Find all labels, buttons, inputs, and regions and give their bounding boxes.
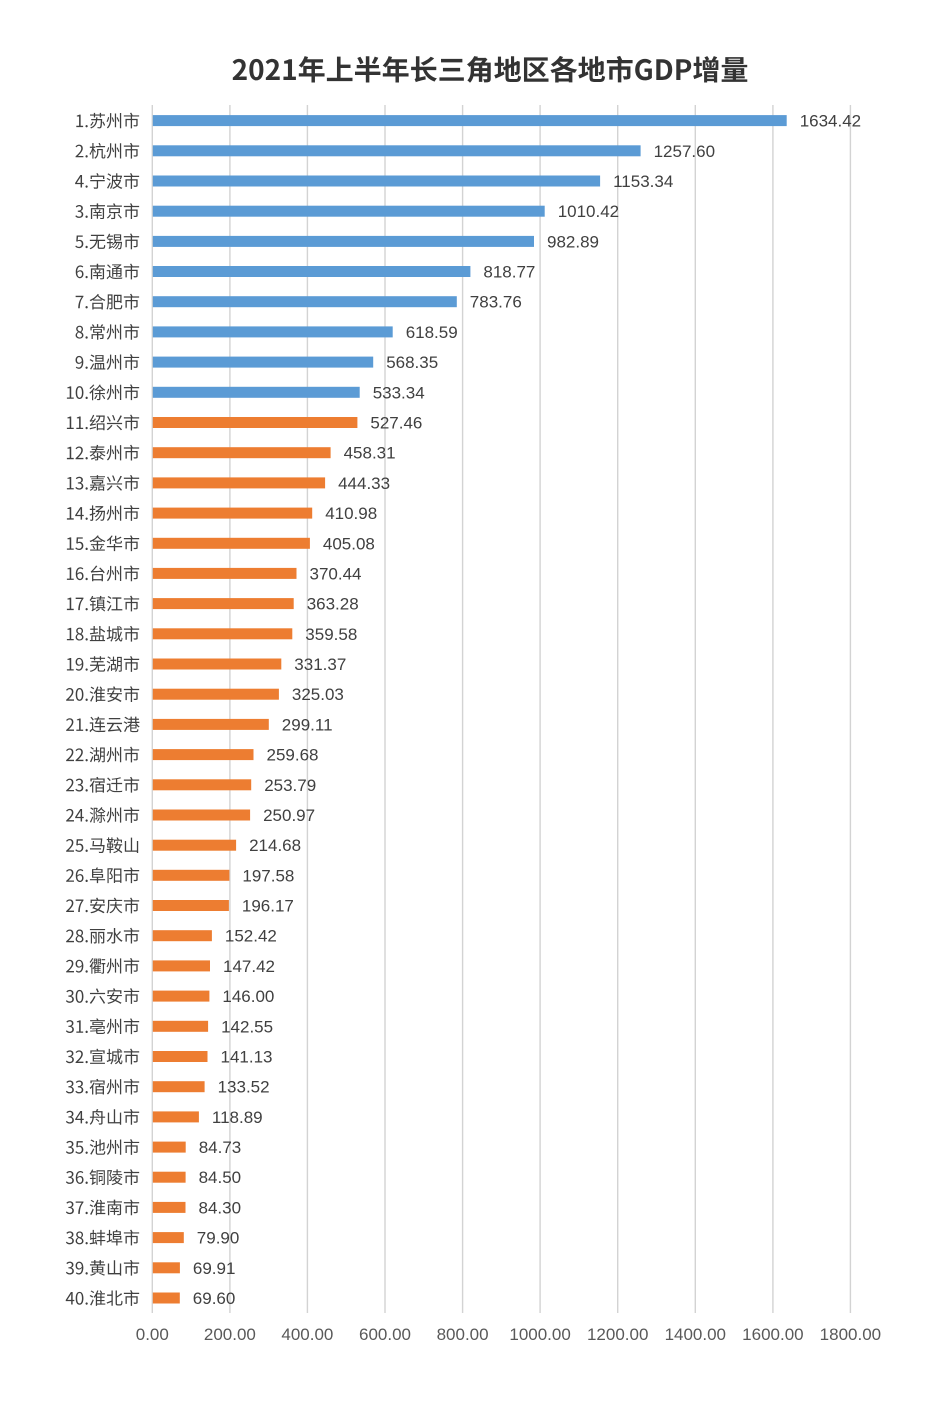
svg-text:1800.00: 1800.00 — [820, 1325, 881, 1344]
svg-text:299.11: 299.11 — [282, 715, 333, 734]
svg-text:818.77: 818.77 — [483, 263, 535, 282]
svg-text:444.33: 444.33 — [338, 474, 390, 493]
svg-text:84.50: 84.50 — [199, 1168, 242, 1187]
svg-text:253.79: 253.79 — [264, 776, 316, 795]
svg-text:1010.42: 1010.42 — [558, 202, 619, 221]
svg-text:783.76: 783.76 — [470, 293, 522, 312]
svg-text:331.37: 331.37 — [294, 655, 346, 674]
svg-text:533.34: 533.34 — [373, 383, 425, 402]
svg-text:214.68: 214.68 — [249, 836, 301, 855]
svg-text:982.89: 982.89 — [547, 232, 599, 251]
svg-text:142.55: 142.55 — [221, 1017, 273, 1036]
svg-text:359.58: 359.58 — [305, 625, 357, 644]
svg-text:133.52: 133.52 — [218, 1078, 270, 1097]
svg-text:69.60: 69.60 — [193, 1289, 236, 1308]
svg-text:800.00: 800.00 — [437, 1325, 489, 1344]
svg-text:141.13: 141.13 — [221, 1048, 273, 1067]
svg-text:152.42: 152.42 — [225, 927, 277, 946]
svg-text:458.31: 458.31 — [344, 444, 396, 463]
svg-text:0.00: 0.00 — [136, 1325, 169, 1344]
svg-text:363.28: 363.28 — [307, 595, 359, 614]
svg-text:325.03: 325.03 — [292, 685, 344, 704]
svg-text:1200.00: 1200.00 — [587, 1325, 648, 1344]
svg-text:400.00: 400.00 — [281, 1325, 333, 1344]
svg-text:79.90: 79.90 — [197, 1229, 240, 1248]
svg-text:527.46: 527.46 — [370, 414, 422, 433]
svg-text:370.44: 370.44 — [310, 564, 362, 583]
svg-text:84.73: 84.73 — [199, 1138, 242, 1157]
svg-text:1634.42: 1634.42 — [800, 112, 861, 131]
svg-text:405.08: 405.08 — [323, 534, 375, 553]
svg-text:147.42: 147.42 — [223, 957, 275, 976]
svg-text:1600.00: 1600.00 — [742, 1325, 803, 1344]
svg-text:84.30: 84.30 — [199, 1198, 242, 1217]
svg-text:259.68: 259.68 — [267, 746, 319, 765]
svg-text:1257.60: 1257.60 — [654, 142, 715, 161]
svg-text:568.35: 568.35 — [386, 353, 438, 372]
svg-text:196.17: 196.17 — [242, 897, 294, 916]
svg-text:118.89: 118.89 — [212, 1108, 263, 1127]
svg-text:69.91: 69.91 — [193, 1259, 236, 1278]
svg-text:410.98: 410.98 — [325, 504, 377, 523]
svg-text:1000.00: 1000.00 — [509, 1325, 570, 1344]
svg-text:618.59: 618.59 — [406, 323, 458, 342]
svg-text:600.00: 600.00 — [359, 1325, 411, 1344]
svg-text:200.00: 200.00 — [204, 1325, 256, 1344]
svg-text:197.58: 197.58 — [242, 866, 294, 885]
svg-text:250.97: 250.97 — [263, 806, 315, 825]
svg-text:1400.00: 1400.00 — [665, 1325, 726, 1344]
svg-text:1153.34: 1153.34 — [613, 172, 673, 191]
svg-text:146.00: 146.00 — [222, 987, 274, 1006]
